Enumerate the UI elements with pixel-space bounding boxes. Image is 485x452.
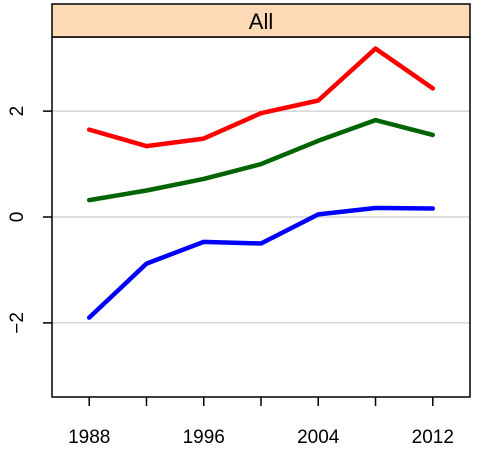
x-tick-label: 1988 <box>68 427 110 448</box>
series-lines <box>86 46 436 320</box>
x-tick-label: 1996 <box>183 427 225 448</box>
x-tick-label: 2004 <box>297 427 340 448</box>
series-line-2 <box>86 117 436 203</box>
y-tick-label: −2 <box>7 312 28 334</box>
strip-background <box>51 3 471 38</box>
x-tick-label: 2012 <box>412 427 454 448</box>
y-tick-label: 0 <box>7 212 28 223</box>
series-line-1 <box>86 46 436 149</box>
series-line-3 <box>86 205 436 320</box>
strip-title: All <box>249 9 273 34</box>
y-tick-label: 2 <box>7 106 28 117</box>
x-axis: 1988 1996 2004 2012 <box>68 397 454 448</box>
y-axis: −2 0 2 <box>7 106 52 334</box>
